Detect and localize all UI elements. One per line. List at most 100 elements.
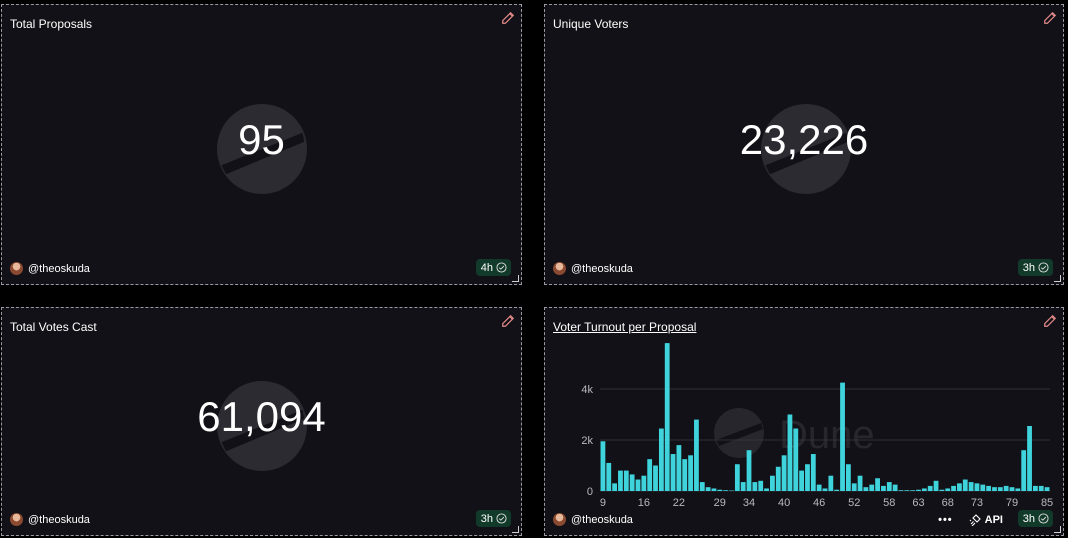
bar-proposal-49[interactable]: [834, 489, 840, 491]
bar-proposal-38[interactable]: [770, 475, 775, 491]
bar-proposal-11[interactable]: [612, 483, 618, 491]
bar-proposal-45[interactable]: [810, 454, 816, 491]
bar-proposal-61[interactable]: [904, 490, 910, 491]
bar-proposal-13[interactable]: [623, 470, 629, 491]
bar-proposal-37[interactable]: [764, 488, 769, 491]
bar-proposal-76[interactable]: [992, 487, 997, 491]
bar-proposal-21[interactable]: [670, 454, 676, 491]
bar-proposal-58[interactable]: [886, 482, 892, 491]
more-options-button[interactable]: •••: [938, 514, 953, 526]
bar-proposal-41[interactable]: [787, 414, 793, 492]
bar-proposal-19[interactable]: [658, 428, 664, 491]
freshness-badge[interactable]: 3h: [1017, 259, 1053, 276]
bar-proposal-73[interactable]: [974, 483, 980, 491]
bar-proposal-82[interactable]: [1027, 425, 1032, 491]
pencil-icon[interactable]: [501, 314, 515, 328]
resize-handle[interactable]: [512, 275, 519, 282]
bar-proposal-28[interactable]: [711, 488, 717, 491]
freshness-badge[interactable]: 3h: [1017, 510, 1053, 527]
x-axis-ticks: 9162229344046525863687379859095: [600, 497, 1053, 509]
bar-proposal-56[interactable]: [875, 478, 880, 491]
bar-proposal-71[interactable]: [962, 479, 968, 491]
resize-handle[interactable]: [1054, 526, 1061, 533]
bar-proposal-64[interactable]: [921, 488, 927, 491]
bar-proposal-42[interactable]: [793, 428, 799, 491]
bar-proposal-62[interactable]: [910, 490, 916, 491]
bar-proposal-80[interactable]: [1015, 488, 1021, 491]
bar-proposal-81[interactable]: [1021, 450, 1027, 491]
bar-proposal-29[interactable]: [717, 489, 723, 491]
bar-proposal-43[interactable]: [799, 470, 805, 491]
card-total-votes: Total Votes Cast 61,094 @theoskuda 3h: [1, 307, 522, 536]
bar-proposal-72[interactable]: [968, 482, 974, 491]
bar-proposal-55[interactable]: [869, 484, 875, 491]
x-tick-label: 68: [942, 497, 954, 509]
author-link[interactable]: @theoskuda: [10, 513, 90, 526]
bar-proposal-52[interactable]: [851, 483, 857, 491]
bar-proposal-35[interactable]: [752, 482, 758, 491]
bar-proposal-83[interactable]: [1032, 485, 1038, 491]
bar-proposal-18[interactable]: [653, 465, 658, 492]
bar-proposal-20[interactable]: [664, 343, 670, 491]
bar-proposal-26[interactable]: [699, 482, 705, 491]
bar-proposal-36[interactable]: [758, 480, 764, 491]
bar-proposal-68[interactable]: [945, 488, 951, 491]
bar-proposal-84[interactable]: [1038, 485, 1044, 491]
bar-proposal-54[interactable]: [863, 487, 869, 491]
bar-proposal-51[interactable]: [845, 464, 851, 491]
resize-handle[interactable]: [512, 526, 519, 533]
bar-proposal-23[interactable]: [682, 459, 688, 491]
bar-proposal-44[interactable]: [805, 464, 810, 491]
bar-proposal-12[interactable]: [618, 470, 623, 491]
author-name: @theoskuda: [28, 262, 90, 275]
author-link[interactable]: @theoskuda: [553, 513, 633, 526]
bar-proposal-39[interactable]: [775, 466, 781, 491]
bar-proposal-25[interactable]: [694, 419, 699, 491]
bar-proposal-22[interactable]: [676, 445, 682, 491]
pencil-icon[interactable]: [1043, 11, 1057, 25]
author-link[interactable]: @theoskuda: [553, 262, 633, 275]
bar-proposal-31[interactable]: [729, 490, 734, 491]
bar-proposal-16[interactable]: [641, 475, 647, 491]
bar-proposal-65[interactable]: [927, 485, 933, 491]
bar-proposal-50[interactable]: [840, 382, 845, 491]
bar-proposal-78[interactable]: [1003, 485, 1009, 491]
bar-proposal-74[interactable]: [980, 484, 986, 491]
bar-proposal-17[interactable]: [647, 459, 653, 491]
bar-proposal-53[interactable]: [857, 475, 863, 491]
bar-proposal-9[interactable]: [600, 441, 606, 491]
bar-proposal-69[interactable]: [951, 485, 956, 491]
api-button[interactable]: API: [969, 514, 1003, 526]
bar-proposal-33[interactable]: [740, 482, 746, 491]
pencil-icon[interactable]: [1043, 314, 1057, 328]
bar-proposal-24[interactable]: [688, 455, 693, 491]
bar-proposal-75[interactable]: [986, 485, 992, 491]
bar-proposal-63[interactable]: [916, 489, 921, 491]
bar-proposal-32[interactable]: [734, 464, 740, 491]
bar-proposal-79[interactable]: [1009, 487, 1015, 491]
chart-title-link[interactable]: Voter Turnout per Proposal: [553, 320, 697, 334]
bar-proposal-59[interactable]: [892, 484, 898, 491]
bar-proposal-10[interactable]: [606, 462, 612, 491]
bar-proposal-57[interactable]: [881, 485, 886, 491]
bar-proposal-47[interactable]: [822, 488, 828, 491]
freshness-badge[interactable]: 3h: [475, 510, 511, 527]
bar-proposal-46[interactable]: [816, 484, 822, 491]
bar-proposal-14[interactable]: [629, 474, 635, 491]
bar-proposal-48[interactable]: [828, 475, 834, 491]
resize-handle[interactable]: [1054, 275, 1061, 282]
bar-proposal-66[interactable]: [933, 480, 939, 491]
bar-proposal-34[interactable]: [746, 450, 752, 491]
bar-proposal-27[interactable]: [705, 487, 711, 491]
pencil-icon[interactable]: [501, 11, 515, 25]
author-link[interactable]: @theoskuda: [10, 262, 90, 275]
bar-proposal-15[interactable]: [635, 479, 641, 491]
bar-proposal-70[interactable]: [957, 483, 962, 491]
bar-proposal-30[interactable]: [723, 490, 729, 491]
bar-proposal-77[interactable]: [997, 487, 1003, 491]
bar-proposal-67[interactable]: [939, 489, 945, 491]
freshness-badge[interactable]: 4h: [475, 259, 511, 276]
bar-proposal-85[interactable]: [1044, 487, 1050, 491]
bar-proposal-40[interactable]: [781, 455, 787, 491]
bar-proposal-60[interactable]: [898, 490, 904, 491]
